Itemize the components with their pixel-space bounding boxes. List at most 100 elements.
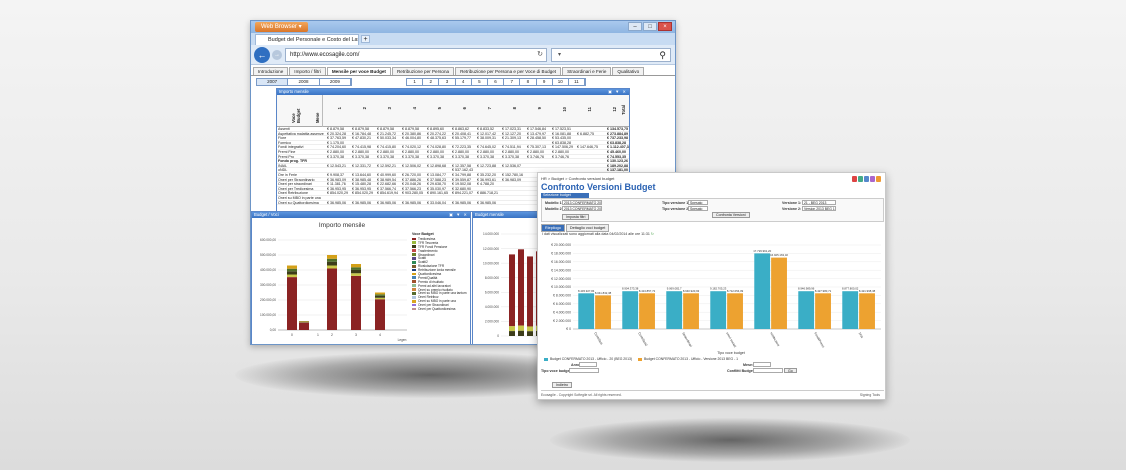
- app-tab[interactable]: Mensile per voce Budget: [326, 67, 391, 75]
- month-option[interactable]: 5: [472, 79, 488, 85]
- panel-tool-icons[interactable]: ▣ ▼ ✕: [449, 212, 468, 217]
- table-row: Oneri su MBO in parte una: [277, 196, 629, 201]
- settings-icon[interactable]: [876, 176, 881, 182]
- mail-icon[interactable]: [864, 176, 869, 182]
- y-tick-label: 100.000,00: [260, 313, 276, 317]
- mese-select[interactable]: [753, 362, 771, 367]
- magnifier-icon[interactable]: ⚲: [659, 50, 666, 60]
- versione1-select[interactable]: 21 - BEG 2013: [802, 200, 836, 205]
- bar-segment: [351, 264, 361, 268]
- tab-summary[interactable]: Riepilogo: [541, 224, 565, 232]
- app-tab[interactable]: Qualitativo: [612, 67, 645, 75]
- search-box[interactable]: ▾ ⚲: [551, 48, 671, 62]
- table-cell: € 3.370,38: [377, 154, 394, 159]
- app-tab[interactable]: Retribuzione per Persona e per Voce di B…: [455, 67, 562, 75]
- close-button[interactable]: ×: [658, 22, 672, 31]
- month-option[interactable]: 4: [456, 79, 472, 85]
- panel-title: Importo mensile: [279, 89, 309, 94]
- footer: Ecosagile - Copyright Softegile srl. All…: [541, 390, 884, 397]
- compare-versions-chart: € 20.000.000 € 18.000.000 € 16.000.000 € 14…: [551, 243, 881, 355]
- refresh-icon[interactable]: ↻: [537, 51, 543, 58]
- back-arrow-icon[interactable]: ←: [254, 47, 270, 63]
- refresh-icon[interactable]: ↻: [650, 232, 654, 236]
- forward-arrow-icon[interactable]: →: [272, 50, 282, 60]
- table-cell: € 2.880,00: [402, 149, 419, 154]
- month-option[interactable]: 11: [569, 79, 586, 85]
- legend-item: Oneri su premio risultato: [412, 288, 472, 292]
- year-option[interactable]: 2007: [257, 79, 289, 85]
- go-button[interactable]: Go: [784, 368, 797, 373]
- set-filters-button[interactable]: Imposta filtri: [562, 214, 590, 220]
- bar-segment: [287, 265, 297, 269]
- table-cell: € 12.357,58: [452, 163, 471, 168]
- year-option[interactable]: 2008: [288, 79, 320, 85]
- maximize-button[interactable]: □: [643, 22, 657, 31]
- navigation-bar: ← → http://www.ecosagile.com/ ↻ ▾ ⚲: [251, 45, 675, 65]
- tipo2-select[interactable]: Spesato: [688, 206, 708, 211]
- table-cell: € 72.223,35: [452, 145, 471, 150]
- table-cell: € 35.232,20: [477, 172, 496, 177]
- versione2-select[interactable]: Version 2013 BEG 1: [802, 206, 836, 211]
- help-icon[interactable]: [870, 176, 875, 182]
- month-option[interactable]: 8: [520, 79, 537, 85]
- app-tab[interactable]: Straordinari e Ferie: [562, 67, 612, 75]
- month-option[interactable]: 2: [423, 79, 440, 85]
- conflitti-select[interactable]: [753, 368, 783, 373]
- panel-tool-icons[interactable]: ▣ ▼ ✕: [608, 89, 627, 94]
- breadcrumb: HR > Budget > Confronto versioni budget: [541, 176, 615, 181]
- page-title: Confronto Versioni Budget: [541, 182, 656, 192]
- app-tab[interactable]: Retribuzione per Persona: [391, 67, 455, 75]
- pivot-column-header: 6: [462, 107, 467, 110]
- legend-label: Oneri su MBO in parte una: [418, 299, 456, 304]
- table-row: oNDL € 537.162,43 € 137.181,00: [277, 168, 629, 173]
- minimize-button[interactable]: –: [628, 22, 642, 31]
- export-icon[interactable]: [858, 176, 863, 182]
- data-label: 8.640.920,93: [683, 289, 700, 293]
- month-option[interactable]: 9: [537, 79, 553, 85]
- browser-tab[interactable]: Budget del Personale e Costo del Lavoro: [255, 34, 359, 45]
- table-cell: € 537.162,43: [452, 168, 473, 173]
- browser-brand-button[interactable]: Web Browser ▾: [255, 22, 308, 32]
- table-cell: € 8.879,58: [327, 127, 344, 131]
- month-option[interactable]: 7: [504, 79, 521, 85]
- tab-details[interactable]: Dettaglio voci budget: [565, 224, 610, 232]
- table-cell: € 38.985,48: [352, 177, 371, 182]
- table-cell: € 75.307,13: [527, 145, 546, 150]
- compare-versions-button[interactable]: Confronta Versioni: [712, 212, 750, 218]
- bar-series-a: [710, 291, 727, 329]
- url-text: http://www.ecosagile.com/: [290, 52, 360, 58]
- year-option[interactable]: 2009: [320, 79, 351, 85]
- tipo-voce-select[interactable]: [569, 368, 599, 373]
- bar-series-a: [754, 253, 771, 329]
- legend-label: Premi ad altri lavoratori: [418, 283, 451, 288]
- footer-right-link[interactable]: Signing Tools: [859, 393, 880, 397]
- pivot-column-header: 2: [362, 107, 367, 110]
- legend-item: Scatti: [412, 256, 472, 260]
- table-cell: € 1.175,00: [327, 140, 344, 145]
- tipo1-select[interactable]: Spesato: [688, 200, 708, 205]
- month-option[interactable]: 6: [488, 79, 505, 85]
- app-tab[interactable]: Introduzione: [253, 67, 289, 75]
- table-row: Fondo prog. TFR € 130.123,26: [277, 159, 629, 164]
- print-icon[interactable]: [852, 176, 857, 182]
- month-option[interactable]: 1: [407, 79, 424, 85]
- chevron-down-icon[interactable]: ▾: [558, 52, 562, 58]
- address-bar[interactable]: http://www.ecosagile.com/ ↻: [285, 48, 547, 62]
- window-controls: – □ ×: [628, 22, 672, 31]
- app-tab[interactable]: Importo / filtri: [289, 67, 326, 75]
- table-cell: € 2.880,00: [327, 149, 344, 154]
- table-cell: € 63.838,28: [552, 140, 571, 145]
- y-tick-label: 400.000,00: [260, 268, 276, 272]
- bar-series-a: [666, 291, 683, 329]
- legend-swatch: [412, 303, 416, 307]
- new-tab-button[interactable]: +: [361, 35, 370, 43]
- modello1-select[interactable]: 2013 CONFERMATO 2013: [562, 200, 602, 205]
- modello2-select[interactable]: 2013 CONFERMATO 2013: [562, 206, 602, 211]
- anno-select[interactable]: [579, 362, 597, 367]
- legend-label: Quattordicesima: [418, 271, 442, 276]
- bar-segment: [351, 267, 361, 270]
- back-button[interactable]: Indietro: [552, 382, 572, 388]
- month-option[interactable]: 10: [553, 79, 569, 85]
- month-option[interactable]: 3: [439, 79, 456, 85]
- legend-item: Retribuzione lorda mensile: [412, 268, 472, 272]
